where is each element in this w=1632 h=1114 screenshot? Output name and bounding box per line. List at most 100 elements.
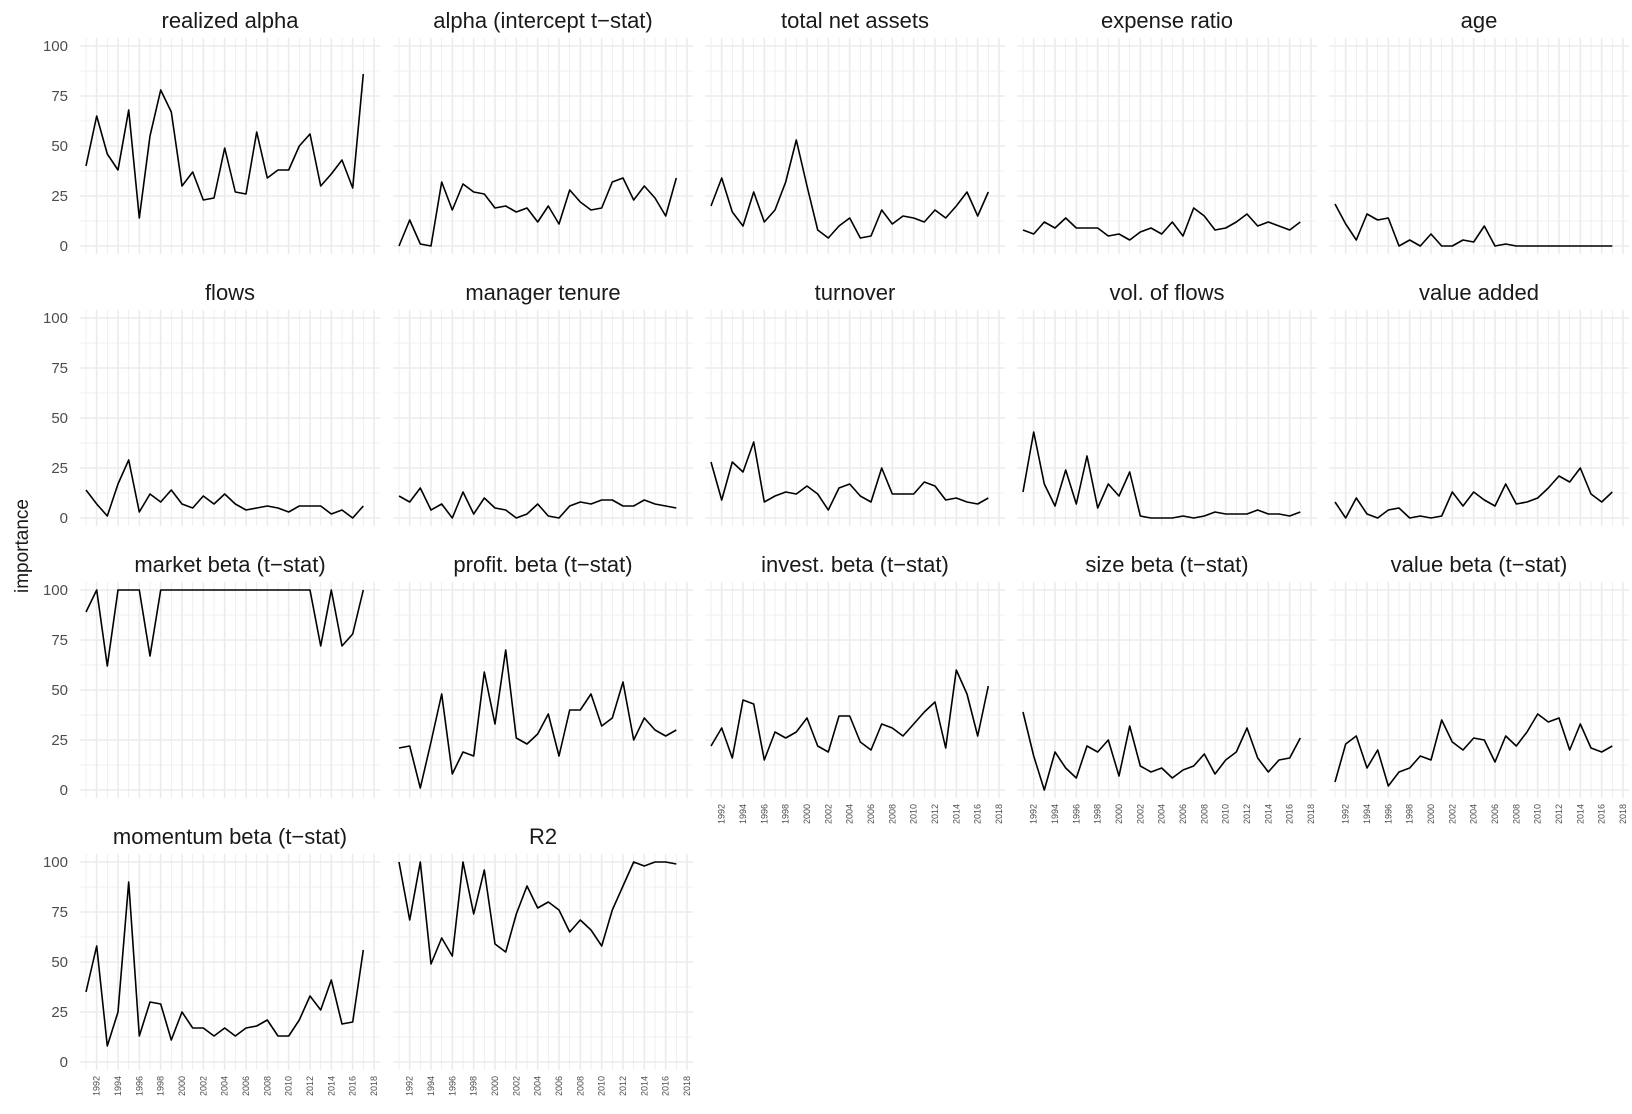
y-tick-label: 50: [51, 138, 68, 155]
y-tick-label: 50: [51, 682, 68, 699]
series-line: [398, 487, 677, 519]
y-tick-label: 25: [51, 1004, 68, 1021]
series-line: [1022, 207, 1301, 241]
series-line: [1022, 431, 1301, 519]
panel-title: realized alpha: [162, 8, 300, 33]
y-tick-label: 0: [60, 1054, 68, 1071]
panel: flows 0 25 50 75 100: [43, 280, 380, 527]
x-tick-label: 2010: [1221, 804, 1231, 824]
x-tick-label: 2010: [1533, 804, 1543, 824]
x-tick-label: 1998: [156, 1076, 166, 1096]
x-tick-label: 2016: [1285, 804, 1295, 824]
x-tick-label: 2008: [1511, 804, 1521, 824]
series-line: [398, 177, 678, 247]
x-tick-label: 2010: [597, 1076, 607, 1096]
y-tick-label: 50: [51, 954, 68, 971]
series-line: [85, 589, 365, 667]
x-tick-label: 2012: [1242, 804, 1252, 824]
series-line: [710, 669, 990, 761]
panel: expense ratio: [1017, 8, 1317, 254]
series-line: [85, 73, 365, 219]
x-tick-label: 1996: [134, 1076, 144, 1096]
x-tick-label: 2018: [1306, 804, 1316, 824]
x-tick-label: 2002: [198, 1076, 208, 1096]
panel: value beta (t−stat) 1992 1994 1996 1998 2000 2…: [1329, 552, 1629, 824]
panel-title: turnover: [815, 280, 896, 305]
x-tick-label: 2018: [369, 1076, 379, 1096]
x-tick-label: 2002: [511, 1076, 521, 1096]
x-tick-label: 2016: [348, 1076, 358, 1096]
x-tick-label: 2002: [823, 804, 833, 824]
y-tick-label: 100: [43, 582, 68, 599]
panel-title: alpha (intercept t−stat): [433, 8, 653, 33]
x-tick-label: 2016: [1597, 804, 1607, 824]
panel-title: size beta (t−stat): [1085, 552, 1248, 577]
x-tick-label: 1994: [113, 1076, 123, 1096]
panel-title: total net assets: [781, 8, 929, 33]
x-tick-label: 2014: [1575, 804, 1585, 824]
panel: value added: [1329, 280, 1629, 526]
x-tick-label: 1998: [1405, 804, 1415, 824]
x-tick-label: 2006: [866, 804, 876, 824]
x-tick-label: 2000: [802, 804, 812, 824]
x-tick-label: 2016: [973, 804, 983, 824]
x-tick-label: 1994: [1050, 804, 1060, 824]
x-tick-label: 2006: [241, 1076, 251, 1096]
panel-title: R2: [529, 824, 557, 849]
panel: vol. of flows: [1017, 280, 1317, 526]
x-tick-label: 1994: [426, 1076, 436, 1096]
panel-title: value added: [1419, 280, 1539, 305]
x-tick-label: 1992: [405, 1076, 415, 1096]
x-tick-label: 1992: [1029, 804, 1039, 824]
x-tick-label: 1992: [1341, 804, 1351, 824]
x-tick-label: 2004: [1157, 804, 1167, 824]
x-tick-label: 1992: [92, 1076, 102, 1096]
x-tick-label: 1996: [1071, 804, 1081, 824]
panel-title: invest. beta (t−stat): [761, 552, 949, 577]
panel: size beta (t−stat) 1992 1994 1996 1998 2000 20…: [1017, 552, 1317, 824]
x-tick-label: 2014: [951, 804, 961, 824]
x-tick-label: 2008: [575, 1076, 585, 1096]
y-tick-label: 100: [43, 310, 68, 327]
x-tick-label: 2000: [1426, 804, 1436, 824]
x-tick-label: 1996: [447, 1076, 457, 1096]
x-tick-label: 2010: [909, 804, 919, 824]
x-tick-label: 2006: [1490, 804, 1500, 824]
x-tick-label: 1996: [759, 804, 769, 824]
y-tick-label: 25: [51, 188, 68, 205]
x-tick-label: 2014: [639, 1076, 649, 1096]
x-tick-label: 2000: [490, 1076, 500, 1096]
panel: manager tenure: [393, 280, 693, 526]
y-tick-label: 0: [60, 510, 68, 527]
x-tick-label: 1998: [781, 804, 791, 824]
panel: market beta (t−stat) 0 25 50 75 100: [43, 552, 380, 799]
x-tick-label: 2004: [845, 804, 855, 824]
x-tick-label: 2014: [326, 1076, 336, 1096]
x-tick-label: 2016: [661, 1076, 671, 1096]
panel: age: [1329, 8, 1629, 254]
panel-title: manager tenure: [465, 280, 620, 305]
x-tick-label: 2000: [177, 1076, 187, 1096]
panel: R2 1992 1994 1996 1998 2000 2002 2004 2006 2008 20…: [393, 824, 693, 1096]
x-tick-label: 2004: [220, 1076, 230, 1096]
series-line: [1022, 711, 1302, 791]
panel-title: vol. of flows: [1110, 280, 1225, 305]
x-tick-label: 1992: [717, 804, 727, 824]
x-tick-label: 2004: [1469, 804, 1479, 824]
panel-title: momentum beta (t−stat): [113, 824, 347, 849]
panel: total net assets: [705, 8, 1005, 254]
series-line: [710, 139, 990, 239]
x-tick-label: 2012: [1554, 804, 1564, 824]
x-tick-label: 2008: [262, 1076, 272, 1096]
panel: realized alpha 0 25 50 75 100: [43, 8, 380, 255]
series-line: [710, 441, 989, 511]
panel-title: market beta (t−stat): [134, 552, 325, 577]
x-tick-label: 2012: [305, 1076, 315, 1096]
series-line: [1334, 713, 1613, 787]
panel-title: age: [1461, 8, 1498, 33]
y-tick-label: 0: [60, 782, 68, 799]
x-tick-label: 2000: [1114, 804, 1124, 824]
x-tick-label: 2004: [533, 1076, 543, 1096]
